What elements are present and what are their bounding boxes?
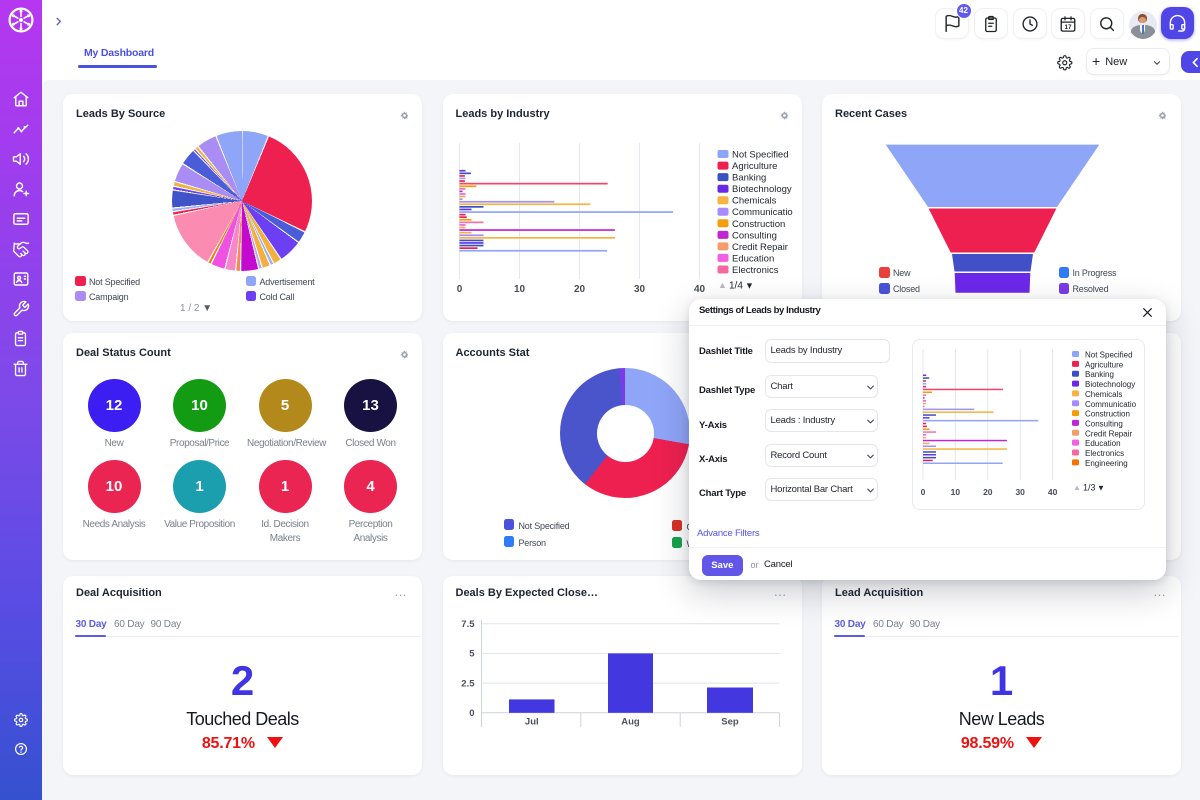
svg-text:Not Specified: Not Specified [732, 150, 789, 161]
svg-text:Biotechnology: Biotechnology [732, 184, 792, 195]
svg-text:Not Specified: Not Specified [1085, 351, 1133, 360]
svg-text:Aug: Aug [621, 717, 640, 728]
svg-text:Credit Repair: Credit Repair [732, 242, 788, 253]
svg-text:1/4: 1/4 [729, 281, 743, 292]
svg-text:1/3: 1/3 [1083, 483, 1096, 493]
svg-text:Communicatio: Communicatio [1085, 400, 1137, 409]
svg-text:5: 5 [469, 649, 475, 660]
svg-text:Electronics: Electronics [732, 265, 779, 276]
svg-text:10: 10 [951, 487, 961, 497]
svg-text:▲: ▲ [718, 280, 727, 290]
svg-text:Jul: Jul [524, 717, 538, 728]
svg-text:20: 20 [573, 284, 585, 295]
svg-text:Education: Education [732, 253, 774, 264]
svg-text:0: 0 [469, 708, 474, 719]
svg-text:Electronics: Electronics [1085, 449, 1124, 458]
svg-text:Chemicals: Chemicals [1085, 390, 1122, 399]
svg-text:7.5: 7.5 [461, 619, 475, 630]
svg-text:▲: ▲ [1073, 483, 1081, 492]
svg-text:0: 0 [921, 487, 926, 497]
svg-text:Agriculture: Agriculture [732, 161, 777, 172]
svg-text:Communicatio: Communicatio [732, 207, 793, 218]
svg-text:17: 17 [1064, 23, 1072, 30]
svg-text:10: 10 [513, 284, 525, 295]
svg-text:Consulting: Consulting [1085, 419, 1123, 428]
svg-text:0: 0 [456, 284, 462, 295]
svg-text:Engineering: Engineering [1085, 459, 1128, 468]
svg-text:Construction: Construction [1085, 410, 1130, 419]
svg-text:20: 20 [983, 487, 993, 497]
svg-text:Education: Education [1085, 439, 1121, 448]
svg-text:Banking: Banking [732, 173, 766, 184]
svg-text:40: 40 [1048, 487, 1058, 497]
svg-text:▼: ▼ [745, 281, 754, 291]
svg-text:30: 30 [1015, 487, 1025, 497]
svg-text:Construction: Construction [732, 219, 785, 230]
svg-text:40: 40 [693, 284, 705, 295]
svg-text:Sep: Sep [721, 717, 739, 728]
svg-text:▼: ▼ [1097, 484, 1105, 493]
svg-text:2.5: 2.5 [461, 678, 475, 689]
svg-text:Biotechnology: Biotechnology [1085, 380, 1135, 389]
svg-text:Consulting: Consulting [732, 230, 777, 241]
svg-text:Chemicals: Chemicals [732, 196, 777, 207]
svg-text:Credit Repair: Credit Repair [1085, 429, 1132, 438]
svg-text:Banking: Banking [1085, 370, 1114, 379]
svg-text:Agriculture: Agriculture [1085, 360, 1124, 369]
svg-text:30: 30 [633, 284, 645, 295]
